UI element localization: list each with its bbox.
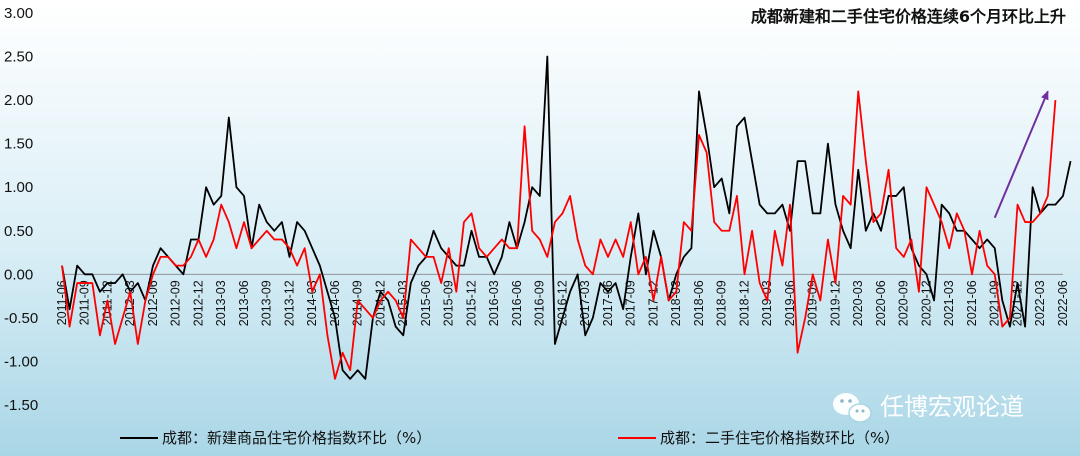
x-tick-label: 2017-12 <box>647 280 661 326</box>
watermark-text: 任博宏观论道 <box>880 393 1024 421</box>
x-tick-label: 2015-06 <box>419 280 433 326</box>
x-tick-label: 2016-12 <box>556 280 570 326</box>
x-tick-label: 2018-12 <box>738 280 752 326</box>
y-tick-label: 3.00 <box>4 5 33 22</box>
x-tick-label: 2017-06 <box>601 280 615 326</box>
y-tick-label: 1.00 <box>4 179 33 196</box>
x-axis: 2011-06 2011-09 2011-12 2012-03 2012-06 2012-… <box>55 273 1070 326</box>
legend-label-new-homes: 成都：新建商品住宅价格指数环比（%） <box>162 429 431 447</box>
x-tick-label: 2011-09 <box>78 280 92 325</box>
y-tick-label: 2.50 <box>4 49 33 66</box>
y-tick-label: 0.00 <box>4 266 33 283</box>
x-tick-label: 2012-12 <box>192 280 206 326</box>
series-layer <box>61 55 1072 380</box>
x-tick-label: 2021-03 <box>942 280 956 326</box>
x-tick-label: 2014-03 <box>305 280 319 326</box>
y-axis: 3.00 2.50 2.00 1.50 1.00 0.50 0.00 -0.50 -1.00 -1… <box>4 5 38 414</box>
x-tick-label: 2020-06 <box>874 280 888 326</box>
x-tick-label: 2021-09 <box>988 280 1002 326</box>
x-tick-label: 2015-12 <box>465 280 479 326</box>
legend: 成都：新建商品住宅价格指数环比（%） 成都：二手住宅价格指数环比（%） <box>120 429 899 447</box>
x-tick-label: 2021-12 <box>1011 280 1025 326</box>
wechat-icon <box>833 393 872 423</box>
x-tick-label: 2017-09 <box>624 280 638 326</box>
x-tick-label: 2015-09 <box>442 280 456 326</box>
x-tick-label: 2014-12 <box>374 280 388 326</box>
y-tick-label: 2.00 <box>4 92 33 109</box>
x-tick-label: 2018-09 <box>715 280 729 326</box>
x-tick-label: 2014-06 <box>328 280 342 326</box>
x-tick-label: 2013-06 <box>237 280 251 326</box>
x-tick-label: 2012-06 <box>146 280 160 326</box>
annotation-layer <box>993 90 1049 219</box>
x-tick-label: 2017-03 <box>578 280 592 326</box>
x-tick-label: 2021-06 <box>965 280 979 326</box>
x-tick-label: 2016-09 <box>533 280 547 326</box>
legend-label-second-hand: 成都：二手住宅价格指数环比（%） <box>660 429 899 447</box>
x-tick-label: 2019-12 <box>829 280 843 326</box>
x-tick-label: 2016-06 <box>510 280 524 326</box>
y-tick-label: -1.00 <box>4 353 38 370</box>
series-line-new-homes <box>61 55 1072 380</box>
x-tick-label: 2020-03 <box>851 280 865 326</box>
chart-title: 成都新建和二手住宅价格连续6个月环比上升 <box>751 7 1066 26</box>
x-tick-label: 2013-09 <box>260 280 274 326</box>
y-tick-label: 1.50 <box>4 136 33 153</box>
x-tick-label: 2020-12 <box>920 280 934 326</box>
x-tick-label: 2020-09 <box>897 280 911 326</box>
x-tick-label: 2018-03 <box>669 280 683 326</box>
x-tick-label: 2022-03 <box>1033 280 1047 326</box>
y-tick-label: -1.50 <box>4 397 38 414</box>
y-tick-label: 0.50 <box>4 223 33 240</box>
series-line-second-hand <box>61 90 1057 380</box>
x-tick-label: 2022-06 <box>1056 280 1070 326</box>
x-tick-label: 2013-03 <box>214 280 228 326</box>
y-tick-label: -0.50 <box>4 310 38 327</box>
x-tick-label: 2019-06 <box>783 280 797 326</box>
watermark: 任博宏观论道 <box>833 393 1024 423</box>
x-tick-label: 2016-03 <box>487 280 501 326</box>
x-tick-label: 2018-06 <box>692 280 706 326</box>
x-tick-label: 2012-09 <box>169 280 183 326</box>
trend-arrow <box>993 90 1049 219</box>
x-tick-label: 2013-12 <box>283 280 297 326</box>
